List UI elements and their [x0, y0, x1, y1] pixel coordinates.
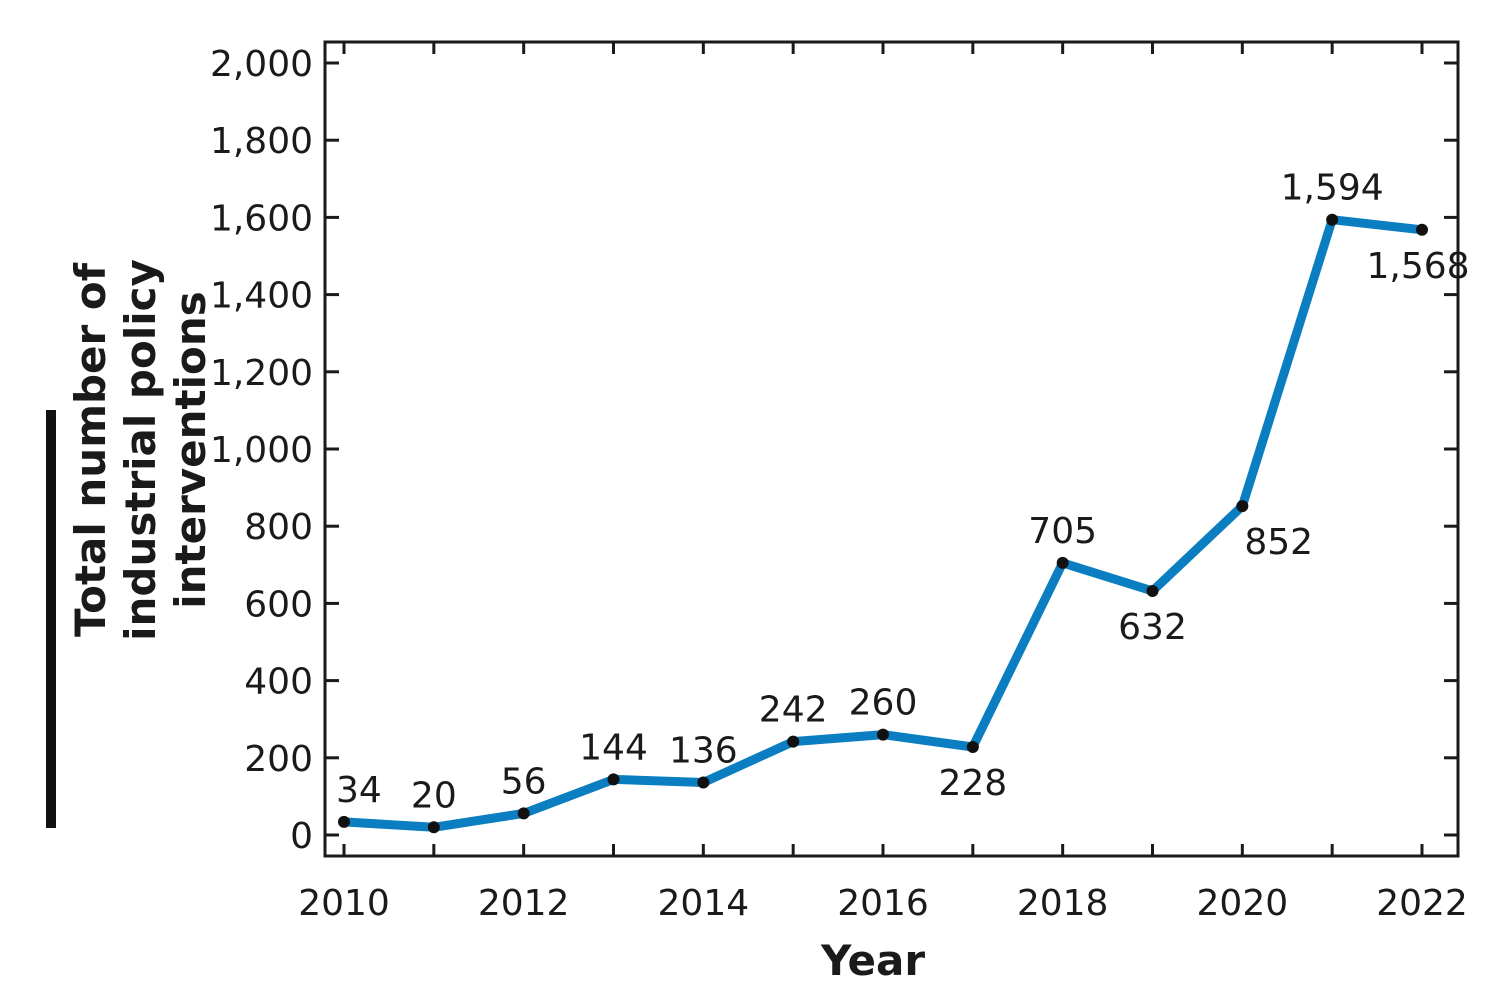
y-tick-label: 200	[244, 739, 313, 780]
data-labels: 34 20 56 144 136 242 260 228 705 632 852 1,594 1,568	[336, 168, 1470, 817]
data-label: 705	[1028, 511, 1097, 552]
data-label: 20	[411, 775, 457, 816]
data-point	[607, 773, 620, 786]
data-point	[1146, 585, 1159, 598]
data-label: 136	[669, 731, 738, 772]
data-point	[338, 815, 350, 828]
data-point	[517, 807, 530, 820]
data-label: 852	[1244, 522, 1313, 563]
y-tick-label: 600	[244, 584, 313, 625]
data-label: 1,568	[1366, 246, 1469, 287]
x-tick-label: 2016	[837, 883, 929, 924]
y-tick-label: 400	[244, 662, 313, 703]
x-tick-label: 2014	[658, 883, 750, 924]
y-tick-label: 1,800	[210, 121, 313, 162]
y-axis-title-line: Total number of	[66, 262, 115, 637]
data-label: 56	[501, 761, 547, 802]
data-point	[787, 735, 800, 748]
x-axis-title: Year	[820, 936, 925, 985]
x-tick-label: 2010	[298, 883, 390, 924]
data-label: 632	[1118, 607, 1187, 648]
y-tick-label: 1,400	[210, 276, 313, 317]
x-tick-label: 2018	[1017, 883, 1109, 924]
y-axis-title-line: interventions	[166, 291, 215, 609]
data-label: 1,594	[1281, 168, 1384, 209]
data-label: 228	[938, 763, 1007, 804]
data-label: 242	[759, 690, 828, 731]
x-axis: 2010 2012 2014 2016 2018 2020 2022	[298, 42, 1468, 924]
data-point	[1236, 500, 1249, 513]
data-label: 260	[849, 683, 918, 724]
data-point	[427, 821, 440, 834]
data-label: 144	[579, 727, 648, 768]
y-tick-label: 0	[290, 816, 313, 857]
data-point	[1416, 223, 1428, 236]
y-tick-label: 2,000	[210, 44, 313, 85]
y-tick-label: 1,600	[210, 198, 313, 239]
x-tick-label: 2012	[478, 883, 570, 924]
decorative-side-bar	[46, 410, 56, 828]
data-label: 34	[336, 770, 382, 811]
y-tick-label: 1,200	[210, 353, 313, 394]
x-tick-label: 2022	[1376, 883, 1468, 924]
x-tick-label: 2020	[1197, 883, 1289, 924]
data-point	[877, 728, 889, 741]
y-axis-title: Total number of industrial policy interven…	[66, 259, 215, 641]
y-axis-title-line: industrial policy	[116, 259, 165, 641]
data-point	[1326, 213, 1339, 226]
y-tick-label: 800	[244, 507, 313, 548]
data-points	[338, 213, 1428, 834]
y-tick-label: 1,000	[210, 430, 313, 471]
data-point	[697, 776, 710, 789]
data-point	[966, 740, 979, 753]
data-point	[1056, 556, 1069, 569]
y-axis: 0 200 400 600 800 1,000 1,200 1,400 1,600 1,800 2,…	[210, 44, 1458, 857]
